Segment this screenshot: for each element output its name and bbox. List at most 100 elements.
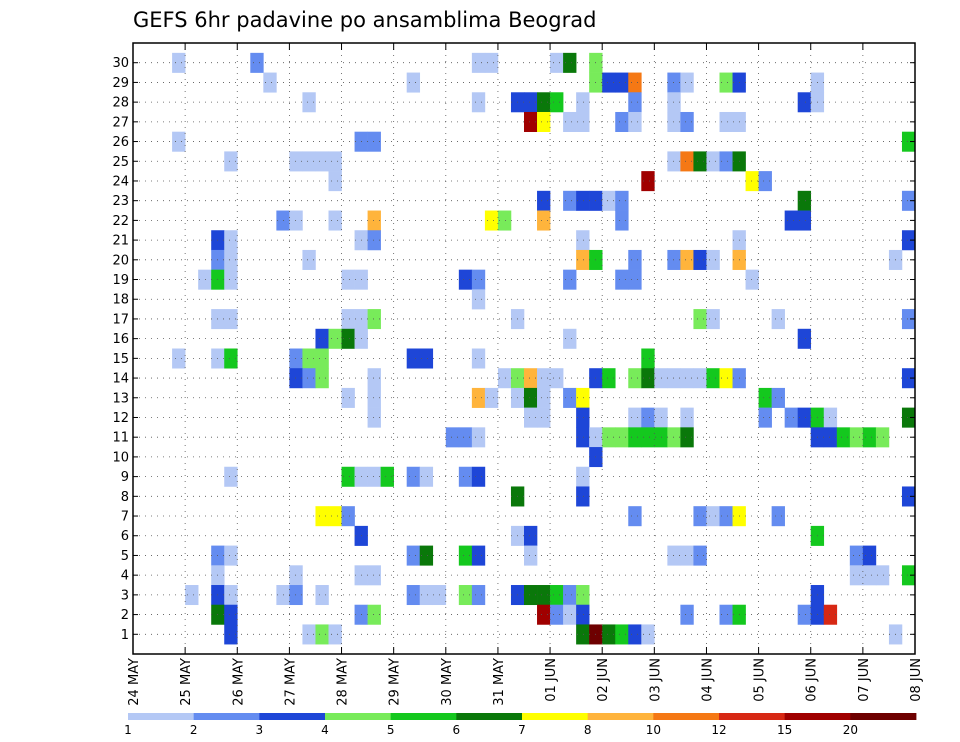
- colorbar-label: 10: [646, 723, 661, 737]
- heatmap-cell: [458, 269, 473, 290]
- heatmap-cell: [471, 348, 486, 369]
- y-tick-label: 10: [112, 450, 129, 465]
- heatmap-cell: [224, 624, 238, 645]
- heatmap-cell: [667, 545, 681, 566]
- heatmap-cell: [823, 427, 838, 448]
- heatmap-cell: [550, 368, 564, 389]
- heatmap-cell: [524, 368, 538, 389]
- heatmap-cell: [524, 585, 538, 606]
- heatmap-cell: [667, 151, 681, 172]
- heatmap-cell: [367, 407, 381, 428]
- colorbar-segment: [259, 713, 326, 720]
- heatmap-cell: [406, 466, 421, 487]
- heatmap-cell: [602, 72, 616, 93]
- y-tick-label: 16: [112, 332, 129, 347]
- heatmap-cell: [641, 368, 655, 389]
- heatmap-cell: [693, 151, 707, 172]
- heatmap-cell: [315, 151, 329, 172]
- colorbar-label: 1: [124, 723, 132, 737]
- heatmap-cell: [302, 624, 316, 645]
- heatmap-cell: [471, 585, 486, 606]
- heatmap-cell: [419, 466, 434, 487]
- heatmap-cell: [901, 368, 916, 389]
- heatmap-cell: [224, 309, 238, 330]
- heatmap-cell: [667, 427, 681, 448]
- heatmap-cell: [537, 387, 551, 408]
- heatmap-cell: [302, 348, 316, 369]
- heatmap-cell: [537, 368, 551, 389]
- heatmap-cell: [628, 407, 642, 428]
- heatmap-cell: [628, 506, 642, 527]
- heatmap-cell: [563, 190, 577, 211]
- heatmap-cell: [706, 309, 720, 330]
- heatmap-cell: [576, 604, 590, 625]
- heatmap-cells: [172, 52, 916, 645]
- heatmap-cell: [419, 585, 434, 606]
- heatmap-cell: [693, 249, 707, 270]
- y-tick-label: 17: [112, 312, 129, 327]
- heatmap-cell: [615, 111, 629, 132]
- grid-lines: [133, 43, 915, 654]
- heatmap-cell: [901, 230, 916, 251]
- heatmap-cell: [537, 210, 551, 231]
- x-tick-label: 08 JUN: [909, 658, 924, 702]
- heatmap-cell: [198, 269, 212, 290]
- heatmap-cell: [771, 309, 785, 330]
- heatmap-cell: [406, 545, 421, 566]
- heatmap-cell: [680, 407, 694, 428]
- heatmap-cell: [550, 585, 564, 606]
- colorbar-segment: [193, 713, 260, 720]
- heatmap-cell: [328, 151, 342, 172]
- heatmap-cell: [471, 427, 486, 448]
- heatmap-cell: [380, 466, 394, 487]
- heatmap-cell: [615, 624, 629, 645]
- colorbar: 1 2 3 4 5 6 7 8 10 12 15 20: [124, 713, 917, 737]
- heatmap-cell: [628, 111, 642, 132]
- heatmap-cell: [537, 92, 551, 113]
- heatmap-cell: [367, 309, 381, 330]
- heatmap-cell: [458, 427, 473, 448]
- heatmap-cell: [524, 387, 538, 408]
- y-tick-label: 26: [112, 135, 129, 150]
- colorbar-label: 3: [256, 723, 264, 737]
- heatmap-cell: [745, 269, 759, 290]
- y-axis: 1234567891011121314151617181920212223242…: [112, 56, 915, 643]
- heatmap-cell: [224, 249, 238, 270]
- heatmap-cell: [823, 604, 838, 625]
- heatmap-cell: [537, 111, 551, 132]
- heatmap-cell: [823, 407, 838, 428]
- heatmap-cell: [471, 92, 486, 113]
- heatmap-cell: [849, 565, 864, 586]
- heatmap-cell: [576, 407, 590, 428]
- heatmap-cell: [875, 565, 890, 586]
- heatmap-cell: [524, 111, 538, 132]
- heatmap-cell: [524, 525, 538, 546]
- heatmap-cell: [224, 545, 238, 566]
- heatmap-cell: [628, 624, 642, 645]
- x-tick-label: 29 MAY: [388, 658, 403, 706]
- heatmap-cell: [471, 269, 486, 290]
- heatmap-cell: [849, 545, 864, 566]
- heatmap-cell: [289, 368, 303, 389]
- heatmap-cell: [302, 92, 316, 113]
- heatmap-cell: [315, 624, 329, 645]
- y-tick-label: 18: [112, 293, 129, 308]
- heatmap-cell: [341, 387, 355, 408]
- heatmap-cell: [745, 171, 759, 192]
- heatmap-cell: [367, 466, 381, 487]
- heatmap-cell: [602, 427, 616, 448]
- colorbar-segment: [325, 713, 392, 720]
- heatmap-cell: [576, 486, 590, 507]
- heatmap-cell: [576, 466, 590, 487]
- heatmap-cell: [419, 545, 434, 566]
- heatmap-cell: [706, 151, 720, 172]
- heatmap-cell: [563, 52, 577, 73]
- heatmap-cell: [484, 210, 499, 231]
- x-tick-label: 28 MAY: [336, 658, 351, 706]
- heatmap-cell: [224, 604, 238, 625]
- heatmap-cell: [680, 111, 694, 132]
- colorbar-label: 8: [584, 723, 592, 737]
- heatmap-cell: [576, 230, 590, 251]
- heatmap-cell: [576, 190, 590, 211]
- heatmap-cell: [224, 348, 238, 369]
